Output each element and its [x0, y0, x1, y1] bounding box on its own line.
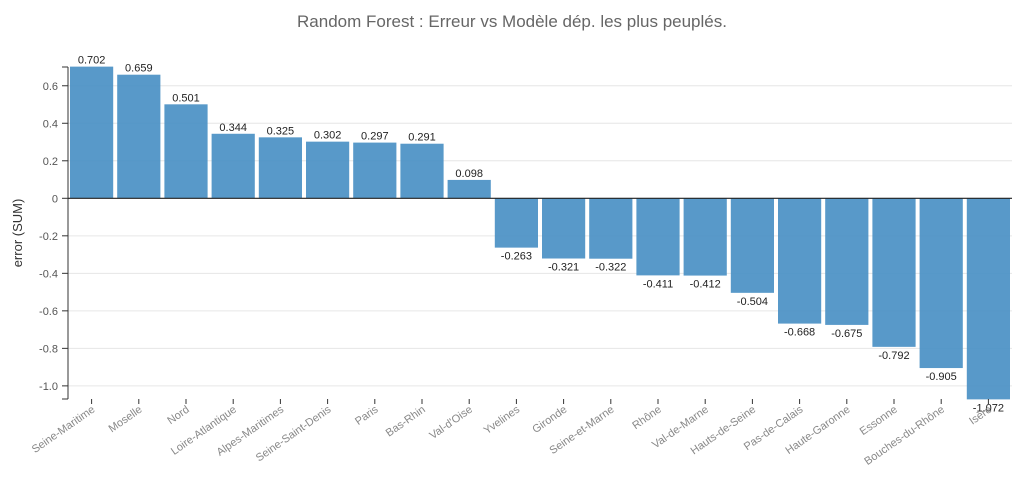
data-label: -0.905: [926, 371, 957, 383]
bar: [778, 198, 822, 324]
data-label: -0.411: [643, 278, 673, 290]
x-tick-label: Seine-Maritime: [30, 404, 97, 456]
bar: [400, 143, 444, 199]
y-tick-label: -0.2: [39, 231, 58, 243]
data-label: 0.344: [219, 122, 247, 134]
y-tick-label: 0.6: [43, 81, 58, 93]
data-label: -0.792: [878, 350, 909, 362]
bar: [353, 142, 397, 199]
data-label: -1.072: [973, 402, 1004, 414]
data-label: -0.668: [784, 327, 815, 339]
y-tick-label: 0.2: [43, 156, 58, 168]
x-tick-label: Bas-Rhin: [384, 404, 428, 440]
x-tick-label: Bouches-du-Rhône: [862, 404, 947, 468]
data-label: -0.321: [548, 262, 579, 274]
data-label: 0.659: [125, 63, 153, 75]
bar: [70, 66, 114, 199]
x-tick-label: Paris: [353, 403, 381, 427]
bar: [872, 198, 916, 347]
bar: [966, 198, 1010, 400]
x-tick-label: Essonne: [858, 404, 900, 438]
bar: [683, 198, 727, 276]
y-tick-label: -0.8: [39, 343, 58, 355]
bar: [447, 179, 491, 199]
data-label: -0.263: [501, 251, 532, 263]
data-label: -0.504: [737, 296, 768, 308]
data-label: 0.297: [361, 131, 389, 143]
bar: [258, 137, 302, 199]
bar: [117, 74, 161, 199]
y-tick-label: -0.6: [39, 306, 58, 318]
bar: [589, 198, 633, 259]
data-label: 0.702: [78, 55, 106, 67]
x-tick-label: Nord: [165, 404, 191, 428]
chart-title: Random Forest : Erreur vs Modèle dép. le…: [297, 12, 727, 31]
bar: [306, 141, 350, 199]
bar: [825, 198, 869, 325]
bar: [919, 198, 963, 369]
y-tick-label: 0: [52, 193, 58, 205]
y-tick-label: 0.4: [43, 118, 58, 130]
x-tick-label: Gironde: [530, 404, 569, 436]
bar: [542, 198, 586, 259]
data-label: 0.291: [408, 132, 436, 144]
bar: [164, 104, 208, 199]
data-label: -0.322: [595, 262, 626, 274]
x-tick-label: Yvelines: [482, 403, 523, 437]
x-tick-label: Moselle: [107, 404, 145, 436]
data-label: -0.675: [831, 328, 862, 340]
bar: [730, 198, 774, 293]
x-tick-label: Val-d'Oise: [427, 404, 475, 442]
data-label: -0.412: [690, 279, 721, 291]
bar: [494, 198, 538, 248]
data-label: 0.098: [455, 168, 483, 180]
x-tick-label: Rhône: [630, 404, 663, 432]
data-label: 0.302: [314, 130, 342, 142]
y-tick-label: -0.4: [39, 268, 58, 280]
bar: [211, 133, 255, 199]
y-tick-label: -1.0: [39, 381, 58, 393]
bar: [636, 198, 680, 276]
data-label: 0.501: [172, 92, 200, 104]
data-label: 0.325: [267, 125, 295, 137]
y-axis-label: error (SUM): [10, 199, 25, 268]
